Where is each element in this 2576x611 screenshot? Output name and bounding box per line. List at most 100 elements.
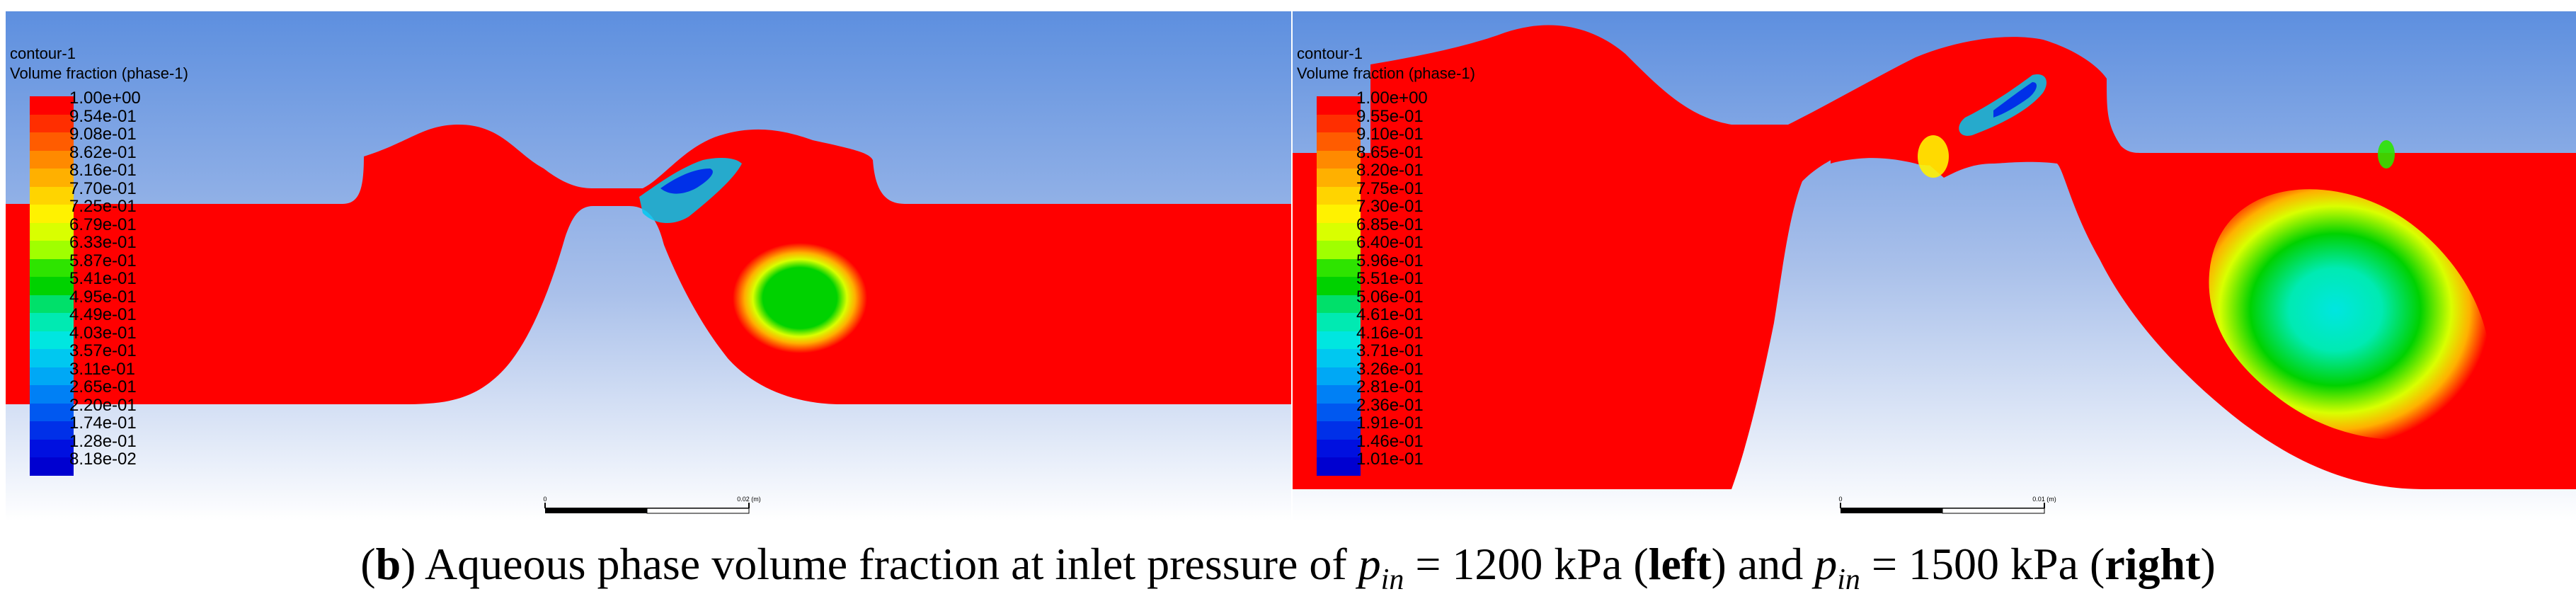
colorbar-swatch	[1317, 385, 1361, 404]
colorbar-level-label: 6.79e-01	[69, 215, 137, 234]
right-contour-plot: 0 0.01 (m)	[1293, 11, 2576, 521]
colorbar-swatch	[30, 403, 74, 421]
air-pocket-core	[660, 169, 713, 194]
colorbar-level-label: 1.01e-01	[1356, 450, 1424, 469]
colorbar-level-label: 3.71e-01	[1356, 341, 1424, 360]
colorbar-level-label: 9.10e-01	[1356, 125, 1424, 144]
colorbar-level-label: 7.75e-01	[1356, 178, 1424, 198]
colorbar-swatch	[1317, 403, 1361, 421]
colorbar-level-label: 1.46e-01	[1356, 431, 1424, 451]
colorbar-level-label: 5.06e-01	[1356, 287, 1424, 307]
colorbar-swatch	[1317, 169, 1361, 187]
throat-channel	[1731, 125, 2085, 166]
colorbar-level-label: 3.26e-01	[1356, 359, 1424, 379]
colorbar-swatch	[1317, 186, 1361, 205]
colorbar-level-label: 6.85e-01	[1356, 215, 1424, 234]
caption-symbol: p	[1358, 539, 1381, 589]
colorbar-level-label: 6.33e-01	[69, 233, 137, 252]
colorbar-level-label: 5.87e-01	[69, 251, 137, 270]
colorbar-swatch	[30, 96, 74, 115]
colorbar-swatch	[1317, 205, 1361, 223]
caption-text: )	[2200, 539, 2216, 589]
colorbar-level-label: 7.30e-01	[1356, 197, 1424, 216]
colorbar-swatch	[30, 439, 74, 457]
colorbar-swatch	[30, 331, 74, 349]
colorbar-swatch	[30, 349, 74, 367]
contour-title: contour-1	[10, 45, 76, 62]
colorbar-swatch	[1317, 114, 1361, 132]
colorbar-level-label: 9.55e-01	[1356, 106, 1424, 126]
colorbar-swatch	[30, 457, 74, 476]
colorbar-swatch	[1317, 457, 1361, 476]
colorbar-level-label: 7.25e-01	[69, 197, 137, 216]
colorbar-swatch	[30, 222, 74, 241]
colorbar-level-label: 5.41e-01	[69, 269, 137, 288]
colorbar-level-label: 4.03e-01	[69, 323, 137, 343]
colorbar-swatch	[30, 241, 74, 259]
colorbar-level-label: 8.16e-01	[69, 161, 137, 180]
colorbar-level-label: 9.54e-01	[69, 106, 137, 126]
colorbar-level-label: 8.18e-02	[69, 450, 137, 469]
caption-subscript: in	[1380, 563, 1404, 596]
colorbar	[1317, 96, 1361, 476]
left-contour-panel: 0 0.02 (m) contour-1 Volume fraction (ph…	[6, 11, 1291, 521]
colorbar-level-label: 1.00e+00	[1356, 88, 1428, 108]
scale-bar: 0 0.01 (m)	[1838, 496, 2056, 514]
colorbar-level-label: 3.11e-01	[69, 359, 135, 379]
colorbar-swatch	[30, 277, 74, 295]
colorbar-level-label: 8.65e-01	[1356, 142, 1424, 162]
colorbar-swatch	[1317, 150, 1361, 169]
contour-subtitle: Volume fraction (phase-1)	[10, 64, 188, 82]
colorbar-swatch	[1317, 277, 1361, 295]
colorbar-swatch	[30, 295, 74, 313]
colorbar-swatch	[30, 205, 74, 223]
caption-text: = 1500 kPa (	[1860, 539, 2105, 589]
colorbar-swatch	[30, 186, 74, 205]
colorbar-swatch	[30, 258, 74, 277]
caption-symbol: p	[1814, 539, 1838, 589]
colorbar-swatch	[30, 421, 74, 440]
colorbar-swatch	[30, 385, 74, 404]
colorbar-swatch	[1317, 313, 1361, 331]
colorbar-level-label: 8.62e-01	[69, 142, 137, 162]
colorbar-swatch	[30, 132, 74, 151]
colorbar-level-label: 9.08e-01	[69, 125, 137, 144]
colorbar-swatch	[1317, 331, 1361, 349]
colorbar-level-label: 7.70e-01	[69, 178, 137, 198]
caption-text: ) and	[1711, 539, 1815, 589]
right-contour-panel: 0 0.01 (m) contour-1 Volume fraction (ph…	[1293, 11, 2576, 521]
left-contour-plot: 0 0.02 (m)	[6, 11, 1291, 521]
colorbar-swatch	[1317, 258, 1361, 277]
colorbar-level-label: 5.51e-01	[1356, 269, 1424, 288]
colorbar-swatch	[1317, 96, 1361, 115]
colorbar-level-label: 2.36e-01	[1356, 395, 1424, 415]
colorbar-swatch	[1317, 439, 1361, 457]
colorbar-swatch	[1317, 222, 1361, 241]
scale-bar: 0 0.02 (m)	[543, 496, 761, 514]
scale-label: 0.02 (m)	[737, 496, 761, 503]
colorbar-swatch	[1317, 295, 1361, 313]
colorbar-level-label: 1.00e+00	[69, 88, 141, 108]
caption-left-word: left	[1648, 539, 1712, 589]
colorbar-swatch	[30, 313, 74, 331]
colorbar-level-label: 2.81e-01	[1356, 377, 1424, 396]
scale-zero: 0	[543, 496, 546, 503]
colorbar-swatch	[30, 169, 74, 187]
colorbar-swatch	[1317, 132, 1361, 151]
figure-caption: (b) Aqueous phase volume fraction at inl…	[360, 539, 2216, 596]
colorbar-level-label: 2.65e-01	[69, 377, 137, 396]
colorbar-level-label: 2.20e-01	[69, 395, 137, 415]
scale-zero: 0	[1838, 496, 1842, 503]
air-fragment	[1918, 135, 1949, 178]
colorbar	[30, 96, 74, 476]
caption-panel-letter: b	[375, 539, 401, 589]
caption-right-word: right	[2105, 539, 2201, 589]
contour-subtitle: Volume fraction (phase-1)	[1297, 64, 1475, 82]
colorbar-swatch	[1317, 421, 1361, 440]
caption-subscript: in	[1837, 563, 1860, 596]
colorbar-swatch	[30, 150, 74, 169]
air-fragment	[2378, 140, 2395, 169]
colorbar-level-label: 8.20e-01	[1356, 161, 1424, 180]
air-pocket-core	[1993, 82, 2037, 118]
